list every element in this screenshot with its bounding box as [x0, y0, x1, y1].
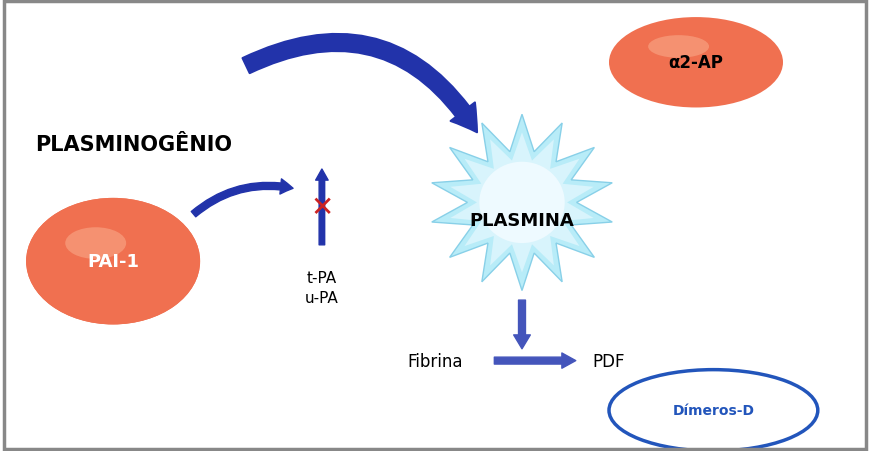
- Text: Fibrina: Fibrina: [407, 352, 462, 370]
- Ellipse shape: [65, 228, 126, 259]
- Ellipse shape: [59, 222, 168, 301]
- Text: PLASMINA: PLASMINA: [469, 212, 574, 230]
- Ellipse shape: [36, 206, 189, 317]
- Text: Dímeros-D: Dímeros-D: [672, 404, 753, 417]
- Text: ✕: ✕: [310, 193, 333, 221]
- Polygon shape: [431, 115, 612, 291]
- FancyArrowPatch shape: [494, 353, 575, 368]
- FancyArrowPatch shape: [242, 35, 476, 133]
- Text: t-PA
u-PA: t-PA u-PA: [305, 271, 338, 305]
- Ellipse shape: [608, 370, 817, 451]
- Ellipse shape: [70, 230, 156, 293]
- Ellipse shape: [479, 162, 564, 244]
- FancyArrowPatch shape: [315, 170, 328, 245]
- FancyArrowPatch shape: [513, 300, 530, 349]
- Ellipse shape: [608, 18, 782, 108]
- Ellipse shape: [91, 246, 135, 277]
- Ellipse shape: [26, 198, 200, 325]
- FancyArrowPatch shape: [191, 179, 293, 217]
- Text: PAI-1: PAI-1: [87, 253, 139, 271]
- Ellipse shape: [647, 36, 708, 59]
- Ellipse shape: [26, 198, 200, 325]
- Ellipse shape: [48, 214, 178, 309]
- Ellipse shape: [81, 238, 146, 285]
- Ellipse shape: [103, 253, 124, 269]
- Text: PDF: PDF: [592, 352, 625, 370]
- Text: PLASMINOGÊNIO: PLASMINOGÊNIO: [35, 134, 231, 154]
- Polygon shape: [450, 133, 593, 273]
- Text: α2-AP: α2-AP: [667, 54, 723, 72]
